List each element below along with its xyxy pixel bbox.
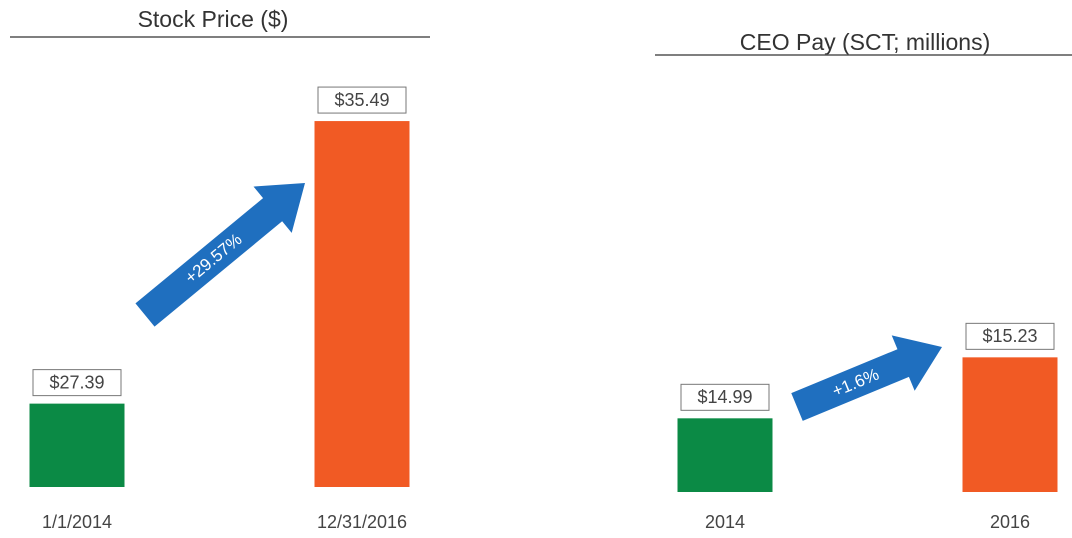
value-label-box [317,86,407,114]
arrow-shape [791,335,943,421]
value-label-box [680,383,770,411]
value-label: $14.99 [697,387,752,407]
x-tick-label: 1/1/2014 [42,512,112,532]
x-tick-label: 2014 [705,512,745,532]
x-tick-label: 12/31/2016 [317,512,407,532]
value-label: $35.49 [334,90,389,110]
bar [962,357,1058,492]
bar [314,121,410,488]
value-label: $15.23 [982,326,1037,346]
value-label-box [965,322,1055,350]
arrow: +1.6% [791,335,943,421]
bar [29,403,125,487]
arrow: +29.57% [135,182,305,327]
x-tick-label: 2016 [990,512,1030,532]
value-label: $27.39 [49,372,104,392]
chart-title: Stock Price ($) [138,6,289,32]
chart-title: CEO Pay (SCT; millions) [740,29,990,55]
arrow-shape [135,182,305,327]
value-label-box [32,369,122,397]
bar [677,418,773,492]
